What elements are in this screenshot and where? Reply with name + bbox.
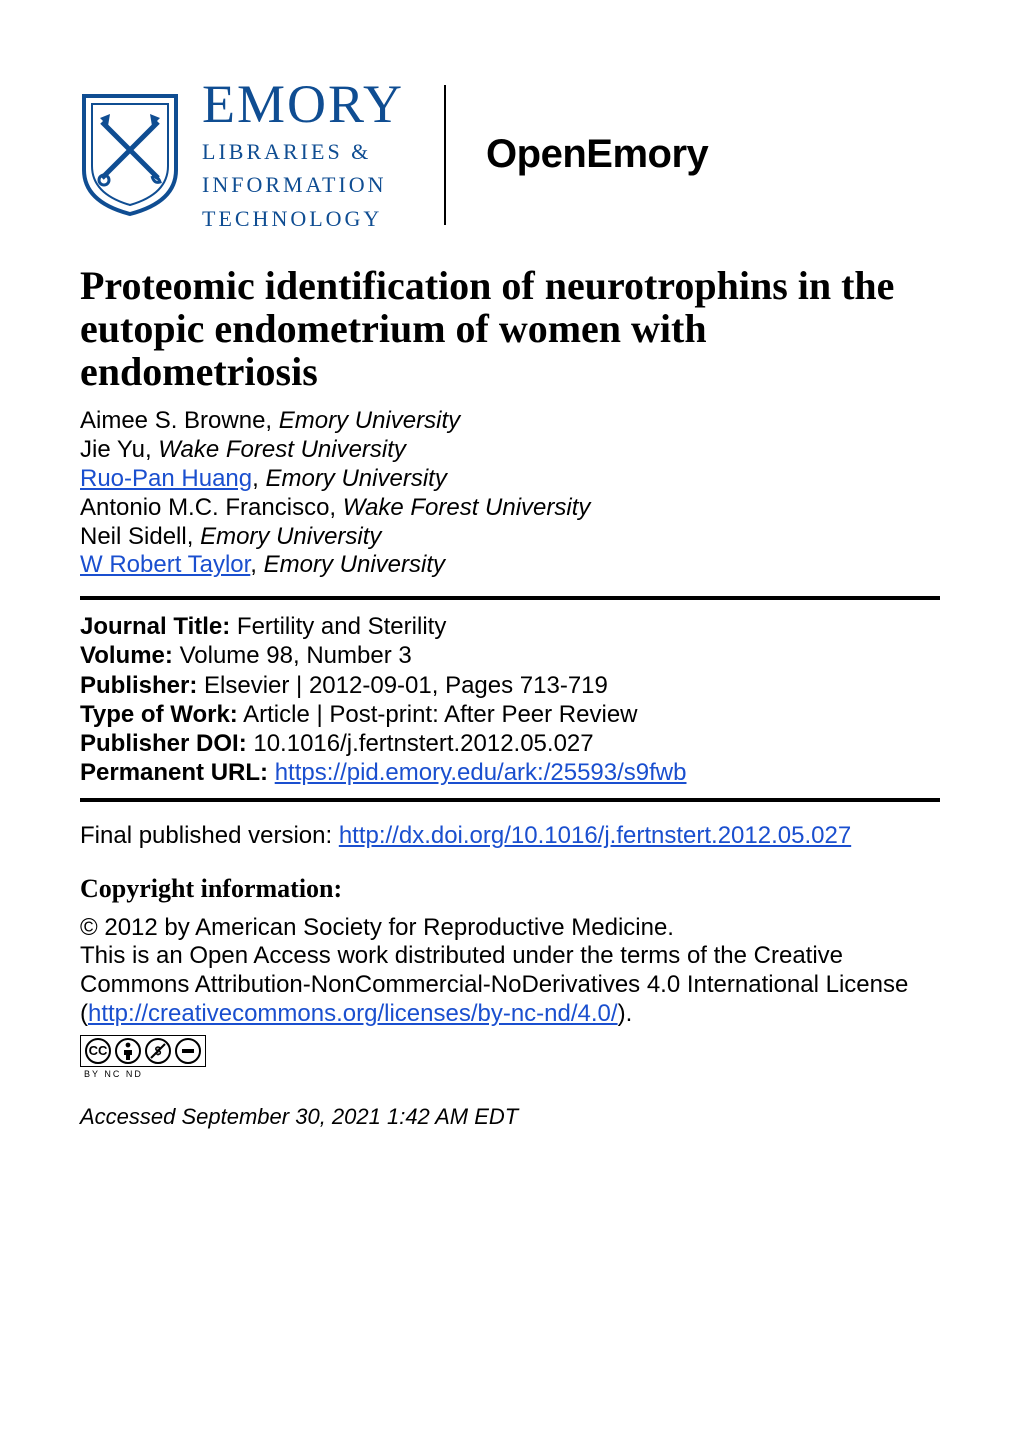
nc-icon: $ [145, 1038, 171, 1064]
copyright-line-1: © 2012 by American Society for Reproduct… [80, 914, 940, 943]
copyright-line-2: This is an Open Access work distributed … [80, 942, 940, 1028]
author-affiliation: Emory University [200, 523, 381, 550]
cc-license-badge: CC $ [80, 1035, 206, 1067]
metadata-block: Journal Title: Fertility and Sterility V… [80, 612, 940, 788]
permanent-url-link[interactable]: https://pid.emory.edu/ark:/25593/s9fwb [275, 759, 687, 786]
article-title: Proteomic identification of neurotrophin… [80, 264, 940, 394]
meta-value: Volume 98, Number 3 [180, 642, 412, 669]
author-line: Neil Sidell, Emory University [80, 523, 940, 552]
author-name-link[interactable]: W Robert Taylor [80, 551, 250, 578]
accessed-timestamp: Accessed September 30, 2021 1:42 AM EDT [80, 1104, 940, 1130]
author-line: Aimee S. Browne, Emory University [80, 407, 940, 436]
meta-label: Type of Work: [80, 701, 238, 728]
author-name: Antonio M.C. Francisco [80, 494, 329, 521]
emory-word: EMORY [202, 76, 404, 133]
meta-label: Permanent URL: [80, 759, 268, 786]
horizontal-rule [80, 596, 940, 600]
meta-row-type: Type of Work: Article | Post-print: Afte… [80, 700, 940, 729]
meta-label: Publisher DOI: [80, 730, 247, 757]
meta-value: Fertility and Sterility [237, 613, 446, 640]
authors-list: Aimee S. Browne, Emory University Jie Yu… [80, 407, 940, 580]
author-name: Aimee S. Browne [80, 407, 265, 434]
meta-value: Elsevier | 2012-09-01, Pages 713-719 [204, 672, 608, 699]
repository-header: EMORY LIBRARIES & INFORMATION TECHNOLOGY… [80, 76, 940, 234]
horizontal-rule [80, 798, 940, 802]
copyright-heading: Copyright information: [80, 874, 940, 904]
copyright-text-close: ). [618, 1000, 633, 1027]
author-line: W Robert Taylor, Emory University [80, 551, 940, 580]
author-name-link[interactable]: Ruo-Pan Huang [80, 465, 252, 492]
emory-wordmark: EMORY LIBRARIES & INFORMATION TECHNOLOGY [202, 76, 404, 234]
author-line: Ruo-Pan Huang, Emory University [80, 465, 940, 494]
meta-row-url: Permanent URL: https://pid.emory.edu/ark… [80, 758, 940, 787]
final-version-row: Final published version: http://dx.doi.o… [80, 822, 940, 850]
meta-row-doi: Publisher DOI: 10.1016/j.fertnstert.2012… [80, 729, 940, 758]
emory-sub-2: INFORMATION [202, 170, 404, 200]
author-affiliation: Wake Forest University [343, 494, 591, 521]
author-affiliation: Emory University [264, 551, 445, 578]
meta-label: Journal Title: [80, 613, 230, 640]
cc-sub-labels: BY NC ND [84, 1069, 940, 1080]
meta-value: 10.1016/j.fertnstert.2012.05.027 [253, 730, 593, 757]
cc-icon: CC [85, 1038, 111, 1064]
meta-row-publisher: Publisher: Elsevier | 2012-09-01, Pages … [80, 671, 940, 700]
final-version-link[interactable]: http://dx.doi.org/10.1016/j.fertnstert.2… [339, 822, 851, 849]
author-affiliation: Emory University [265, 465, 446, 492]
nd-icon [175, 1038, 201, 1064]
meta-label: Publisher: [80, 672, 197, 699]
meta-row-journal: Journal Title: Fertility and Sterility [80, 612, 940, 641]
emory-sub-3: TECHNOLOGY [202, 204, 404, 234]
meta-value: Article | Post-print: After Peer Review [243, 701, 637, 728]
author-name: Neil Sidell [80, 523, 187, 550]
emory-shield-icon [80, 92, 180, 218]
license-url-link[interactable]: http://creativecommons.org/licenses/by-n… [88, 1000, 618, 1027]
meta-label: Volume: [80, 642, 173, 669]
author-affiliation: Wake Forest University [158, 436, 406, 463]
author-affiliation: Emory University [279, 407, 460, 434]
meta-row-volume: Volume: Volume 98, Number 3 [80, 641, 940, 670]
by-icon [115, 1038, 141, 1064]
emory-sub-1: LIBRARIES & [202, 137, 404, 167]
author-name: Jie Yu [80, 436, 145, 463]
openemory-wordmark: OpenEmory [486, 132, 708, 177]
final-version-label: Final published version: [80, 822, 339, 849]
author-line: Antonio M.C. Francisco, Wake Forest Univ… [80, 494, 940, 523]
author-line: Jie Yu, Wake Forest University [80, 436, 940, 465]
vertical-divider [444, 85, 446, 225]
cc-badge-row: CC $ BY NC ND [80, 1029, 940, 1080]
copyright-body: © 2012 by American Society for Reproduct… [80, 914, 940, 1080]
